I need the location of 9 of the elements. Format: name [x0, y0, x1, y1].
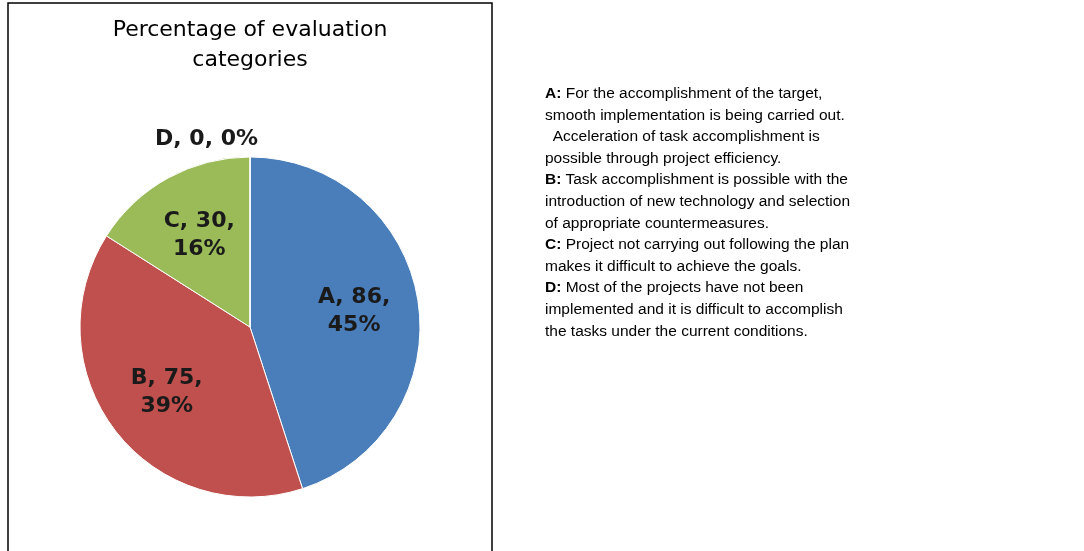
slice-label: C, 30, 16%: [163, 206, 235, 260]
slice-label: A, 86, 45%: [317, 282, 391, 336]
slice-label: B, 75, 39%: [130, 363, 203, 417]
category-label: D, 0, 0%: [155, 125, 258, 150]
text: A: For the accomplishment of the target, smooth implementation is being carried out. Acceleration of task accomplishment is possible through project efficiency.: [545, 84, 845, 166]
text: C: Project not carrying out following the plan makes it difficult to achieve the goals.: [545, 235, 850, 274]
text: B: Task accomplishment is possible with the introduction of new technology and selection of appropriate countermeasures.: [545, 170, 851, 231]
chart-title: Percentage of evaluation categories: [112, 16, 388, 71]
text: D: Most of the projects have not been implemented and it is difficult to accomplish the tasks under the current conditions.: [545, 278, 843, 339]
